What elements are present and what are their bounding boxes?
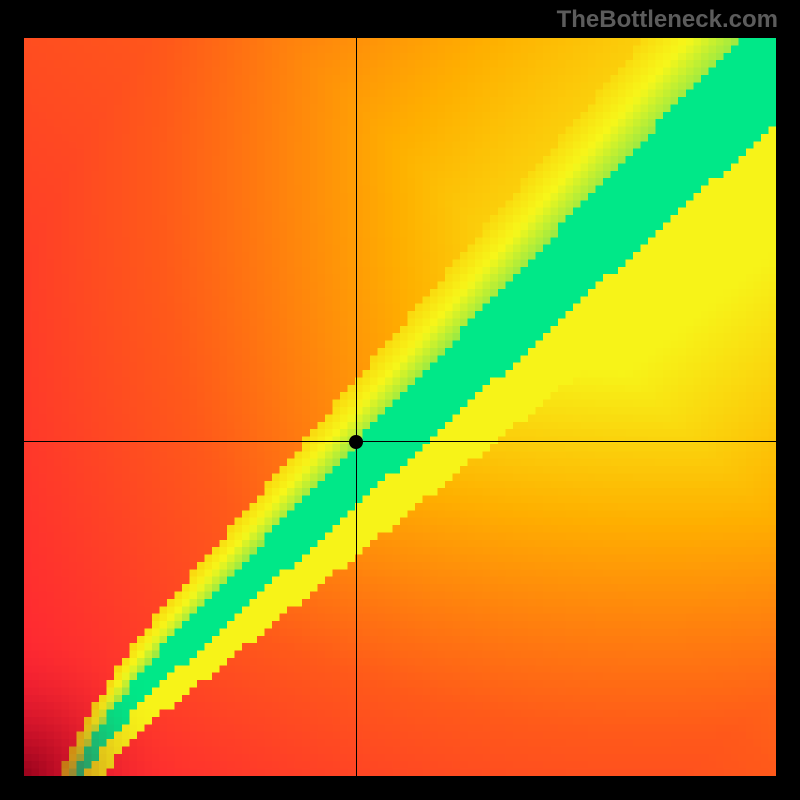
crosshair-marker: [349, 435, 363, 449]
crosshair-vertical: [356, 38, 357, 776]
crosshair-horizontal: [24, 441, 776, 442]
chart-container: TheBottleneck.com: [0, 0, 800, 800]
watermark-text: TheBottleneck.com: [557, 6, 778, 34]
bottleneck-heatmap: [24, 38, 776, 776]
